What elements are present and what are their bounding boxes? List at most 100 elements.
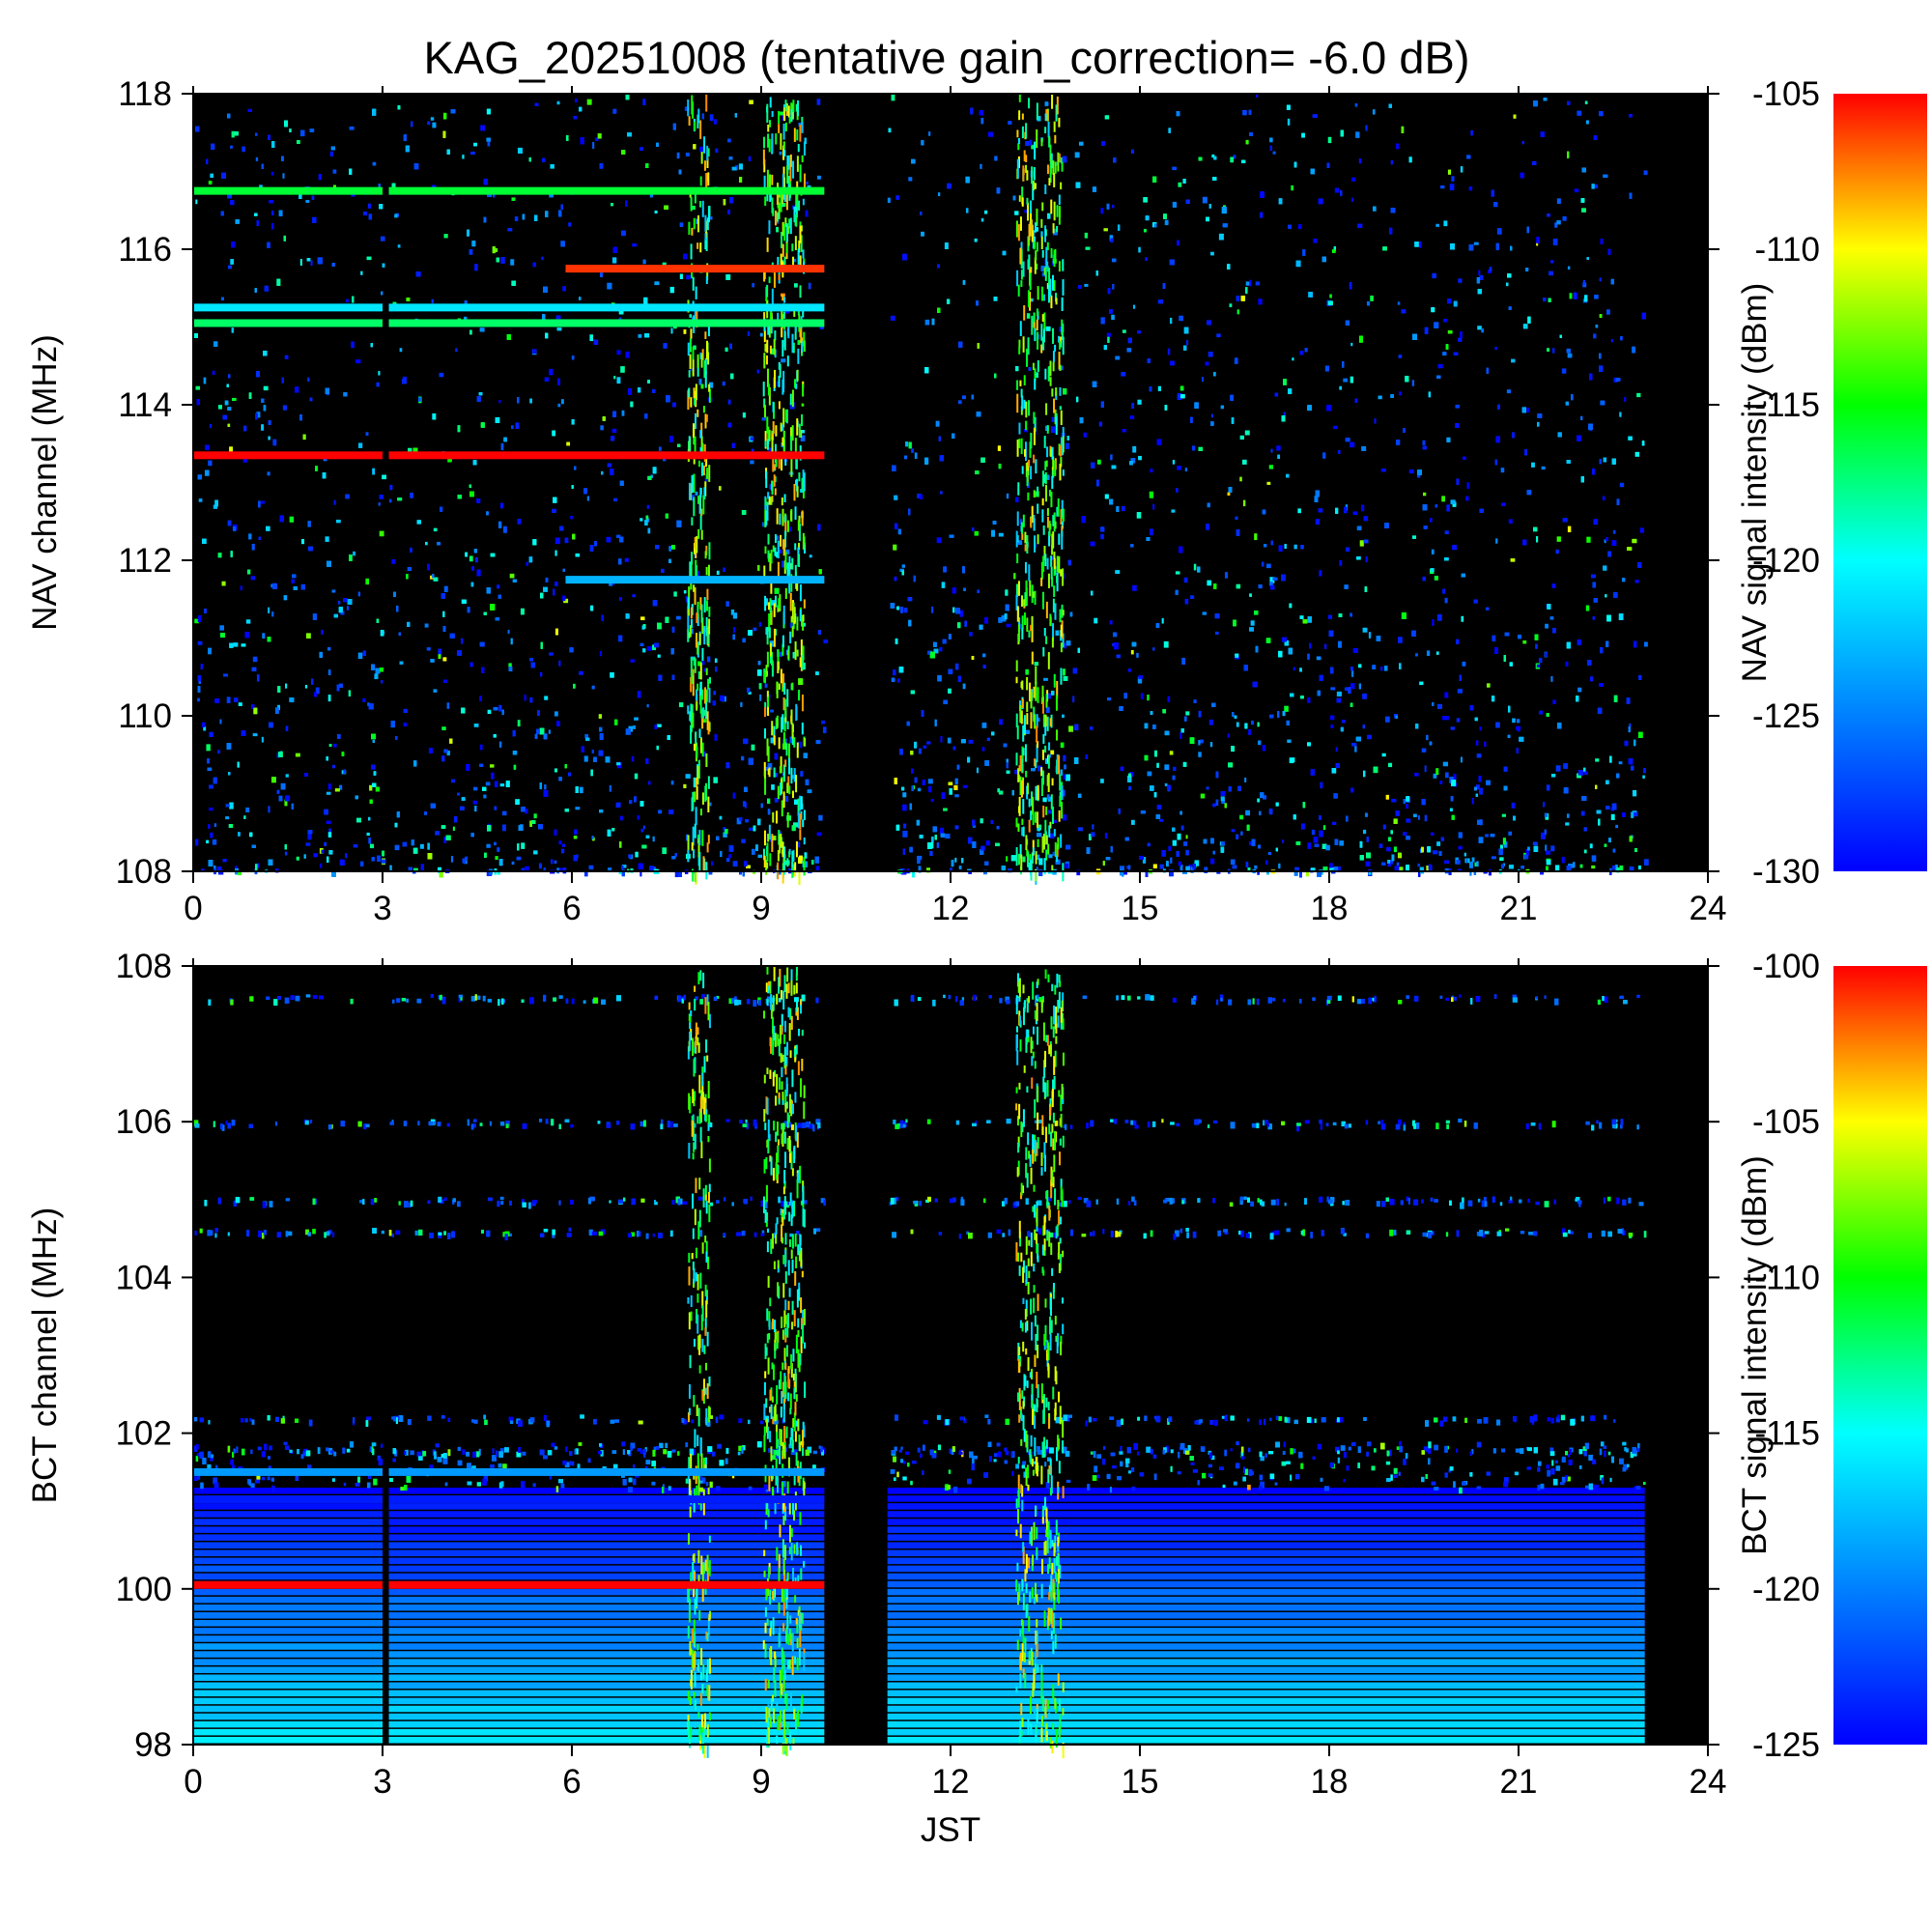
noise-pixel <box>245 807 250 812</box>
noise-pixel <box>441 726 446 731</box>
noise-pixel <box>213 341 218 347</box>
noise-pixel <box>1393 846 1398 853</box>
noise-pixel <box>1396 862 1400 869</box>
noise-pixel <box>313 853 318 858</box>
noise-pixel <box>742 801 747 808</box>
noise-pixel <box>432 122 437 128</box>
noise-pixel <box>1382 824 1386 830</box>
noise-pixel <box>223 673 228 677</box>
noise-pixel <box>727 138 731 143</box>
noise-pixel <box>230 259 235 265</box>
noise-pixel <box>305 199 310 203</box>
noise-pixel <box>325 536 329 542</box>
noise-pixel <box>497 584 500 589</box>
noise-pixel <box>714 733 718 741</box>
noise-pixel <box>673 326 677 329</box>
noise-pixel <box>1359 540 1364 547</box>
noise-pixel <box>1499 844 1503 849</box>
noise-pixel <box>954 794 959 798</box>
noise-pixel <box>1619 865 1624 870</box>
noise-pixel <box>917 494 922 498</box>
noise-pixel <box>1583 295 1588 302</box>
noise-pixel <box>226 696 231 704</box>
noise-pixel <box>1500 864 1505 869</box>
noise-pixel <box>1443 220 1448 227</box>
noise-pixel <box>306 633 311 639</box>
noise-pixel <box>1210 251 1214 256</box>
noise-pixel <box>1231 829 1236 833</box>
noise-pixel <box>498 741 502 748</box>
noise-pixel <box>571 419 575 425</box>
noise-pixel <box>1269 577 1275 583</box>
noise-pixel <box>1577 110 1582 116</box>
noise-pixel <box>980 818 983 824</box>
noise-pixel <box>430 575 434 580</box>
noise-pixel <box>230 145 233 149</box>
noise-pixel <box>485 781 491 786</box>
noise-pixel <box>374 673 379 680</box>
noise-pixel <box>1512 718 1516 724</box>
noise-pixel <box>424 623 429 628</box>
noise-pixel <box>348 690 352 697</box>
noise-pixel <box>1593 519 1599 526</box>
noise-pixel <box>1442 588 1446 594</box>
noise-pixel <box>1190 867 1194 873</box>
noise-pixel <box>1432 619 1435 626</box>
noise-pixel <box>1562 215 1567 221</box>
noise-pixel <box>1567 526 1572 532</box>
noise-pixel <box>1455 404 1460 409</box>
noise-pixel <box>372 161 377 166</box>
noise-pixel <box>443 837 447 843</box>
noise-pixel <box>1185 711 1190 716</box>
noise-pixel <box>1586 257 1589 261</box>
noise-pixel <box>1269 582 1273 586</box>
noise-pixel <box>1595 758 1600 762</box>
noise-pixel <box>1245 281 1250 286</box>
noise-pixel <box>895 195 900 200</box>
noise-pixel <box>652 836 655 842</box>
noise-pixel <box>638 334 642 338</box>
noise-pixel <box>1362 627 1368 633</box>
noise-pixel <box>1499 857 1504 862</box>
noise-pixel <box>1208 719 1213 725</box>
noise-pixel <box>1555 865 1560 871</box>
noise-pixel <box>1477 326 1482 330</box>
noise-pixel <box>366 832 370 837</box>
noise-pixel <box>1618 761 1623 765</box>
noise-pixel <box>1121 505 1125 512</box>
noise-pixel <box>644 520 648 526</box>
noise-pixel <box>1592 582 1597 588</box>
noise-pixel <box>470 151 475 156</box>
noise-pixel <box>1276 445 1281 451</box>
noise-pixel <box>494 806 497 810</box>
noise-pixel <box>1610 813 1615 820</box>
noise-pixel <box>294 386 299 393</box>
noise-pixel <box>433 577 439 582</box>
noise-pixel <box>928 131 931 136</box>
noise-pixel <box>462 155 465 159</box>
noise-pixel <box>730 609 735 615</box>
noise-pixel <box>1615 824 1619 829</box>
noise-pixel <box>625 351 630 358</box>
noise-pixel <box>548 729 551 734</box>
noise-pixel <box>765 766 769 771</box>
noise-pixel <box>1416 472 1421 478</box>
noise-pixel <box>954 778 958 785</box>
noise-pixel <box>1216 870 1221 874</box>
noise-pixel <box>1333 425 1338 430</box>
noise-pixel <box>1458 278 1463 283</box>
noise-pixel <box>742 638 746 643</box>
noise-pixel <box>256 412 261 418</box>
noise-pixel <box>921 231 924 237</box>
noise-pixel <box>756 668 762 676</box>
noise-pixel <box>947 737 952 744</box>
noise-pixel <box>319 651 324 659</box>
noise-pixel <box>1110 454 1113 461</box>
noise-pixel <box>1378 843 1383 849</box>
noise-pixel <box>621 150 626 155</box>
noise-pixel <box>1168 128 1171 133</box>
noise-pixel <box>566 441 571 446</box>
noise-pixel <box>299 259 302 267</box>
noise-pixel <box>598 714 602 719</box>
